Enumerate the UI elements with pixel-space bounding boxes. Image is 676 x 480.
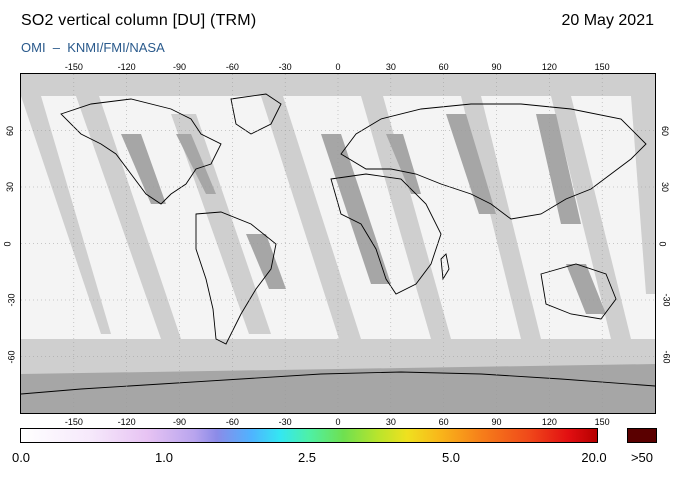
colorbar-over-swatch <box>627 428 657 443</box>
orbit-gap-stripe <box>261 96 361 339</box>
land-gap-stripes <box>21 114 655 413</box>
longitude-tick: 0 <box>335 62 341 72</box>
orbit-gap-stripe <box>361 96 451 339</box>
orbit-gap-stripe <box>76 96 181 339</box>
coastline-north-america <box>60 98 222 205</box>
longitude-tick: -120 <box>117 417 136 427</box>
coastline-africa <box>330 173 442 295</box>
latitude-tick: -30 <box>661 293 672 307</box>
coastline-eurasia <box>340 103 647 220</box>
coastline-greenland <box>230 93 282 135</box>
orbit-gap-stripe <box>21 96 111 334</box>
latitude-tick: 30 <box>660 181 671 193</box>
longitude-tick: 60 <box>438 62 449 72</box>
longitude-tick: -120 <box>117 62 136 72</box>
map-title: SO2 vertical column [DU] (TRM) <box>21 12 257 29</box>
colorbar-label: 2.5 <box>297 450 317 465</box>
colorbar-over-label: >50 <box>630 450 654 465</box>
latitude-tick: 30 <box>5 181 16 193</box>
longitude-tick: 60 <box>438 417 449 427</box>
longitude-tick: -90 <box>172 62 187 72</box>
graticule <box>21 74 655 413</box>
longitude-tick: 90 <box>491 62 502 72</box>
land-gap-stripe <box>176 134 216 194</box>
longitude-tick: -90 <box>172 417 187 427</box>
orbit-gap-stripe <box>461 96 541 339</box>
longitude-tick: 120 <box>541 417 557 427</box>
longitude-tick: -60 <box>225 62 239 72</box>
coastline-south-america <box>195 211 277 345</box>
colorbar <box>20 428 598 443</box>
land-gap-stripe <box>246 234 286 289</box>
land-gap-stripe <box>321 134 391 284</box>
longitude-tick: 30 <box>385 417 396 427</box>
longitude-tick: 150 <box>594 417 610 427</box>
latitude-tick: -30 <box>6 293 17 307</box>
longitude-tick: 90 <box>491 417 502 427</box>
longitude-tick: 30 <box>385 62 396 72</box>
longitude-tick: 150 <box>594 62 610 72</box>
longitude-tick: -30 <box>278 417 292 427</box>
orbit-gap-stripe <box>551 96 631 339</box>
colorbar-label: 20.0 <box>581 450 607 465</box>
coastline-madagascar <box>440 253 450 281</box>
latitude-tick: 60 <box>660 125 671 136</box>
latitude-tick: 60 <box>5 125 16 136</box>
land-gap-stripe <box>566 264 606 314</box>
colorbar-label: 1.0 <box>154 450 174 465</box>
longitude-tick: -150 <box>64 62 83 72</box>
land-gap-stripe <box>536 114 581 224</box>
longitude-tick: -60 <box>225 417 239 427</box>
latitude-tick: -60 <box>6 349 17 364</box>
longitude-tick: -150 <box>64 417 83 427</box>
colorbar-label: 0.0 <box>11 450 31 465</box>
land-gap-stripe <box>386 134 421 194</box>
colorbar-label: 5.0 <box>441 450 461 465</box>
map-canvas <box>21 74 655 413</box>
coastline-antarctica <box>21 371 655 395</box>
latitude-tick: 0 <box>2 240 13 247</box>
longitude-tick: 120 <box>541 62 557 72</box>
latitude-tick: -60 <box>661 349 672 364</box>
longitude-tick: 0 <box>335 417 341 427</box>
data-credit: OMI – KNMI/FMI/NASA <box>21 40 165 55</box>
coastlines <box>21 93 655 395</box>
land-gap-stripe <box>446 114 496 214</box>
orbit-gap-stripe <box>631 96 655 294</box>
longitude-tick: -30 <box>278 62 292 72</box>
land-gap-stripe <box>121 134 166 204</box>
latitude-tick: 0 <box>657 240 668 247</box>
so2-map <box>20 73 656 414</box>
coastline-australia <box>540 263 617 320</box>
map-date: 20 May 2021 <box>561 12 654 29</box>
land-gap-stripe <box>21 364 655 413</box>
north-missing-band <box>21 74 655 96</box>
